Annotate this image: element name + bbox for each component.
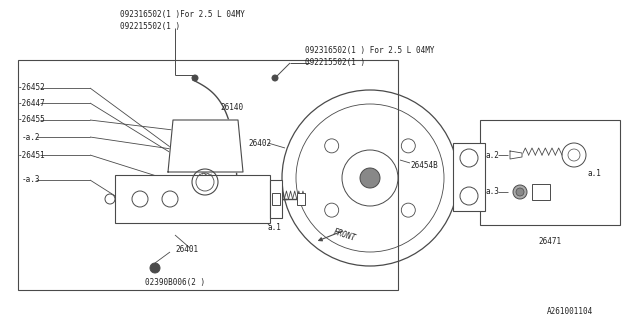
- Text: FRONT: FRONT: [332, 227, 356, 243]
- Text: -a.3: -a.3: [22, 175, 40, 185]
- Circle shape: [150, 263, 160, 273]
- Bar: [18, 60, 398, 290]
- Text: a.1: a.1: [268, 223, 282, 233]
- Text: a.3: a.3: [485, 188, 499, 196]
- Text: a.2: a.2: [485, 150, 499, 159]
- Bar: [297, 193, 305, 205]
- Text: 092215502(1 ): 092215502(1 ): [305, 58, 365, 67]
- Circle shape: [516, 188, 524, 196]
- Text: A261001104: A261001104: [547, 308, 593, 316]
- Text: -26447: -26447: [18, 99, 45, 108]
- Polygon shape: [510, 151, 522, 159]
- Text: -26452: -26452: [18, 84, 45, 92]
- Text: 26402: 26402: [248, 139, 271, 148]
- Text: 26140: 26140: [220, 103, 243, 113]
- Bar: [532, 184, 550, 200]
- Bar: [270, 180, 282, 218]
- Circle shape: [360, 168, 380, 188]
- Bar: [453, 143, 485, 211]
- Text: 092316502(1 )For 2.5 L 04MY: 092316502(1 )For 2.5 L 04MY: [120, 11, 245, 20]
- Text: -a.2: -a.2: [22, 132, 40, 141]
- Text: -26451: -26451: [18, 150, 45, 159]
- Text: a.1: a.1: [588, 169, 602, 178]
- Circle shape: [105, 194, 115, 204]
- Circle shape: [513, 185, 527, 199]
- Text: 02390B006(2 ): 02390B006(2 ): [145, 277, 205, 286]
- Text: 092215502(1 ): 092215502(1 ): [120, 22, 180, 31]
- Text: -26455: -26455: [18, 116, 45, 124]
- Text: 26401: 26401: [175, 245, 198, 254]
- Circle shape: [272, 75, 278, 81]
- Bar: [115, 175, 270, 223]
- Text: 26471: 26471: [538, 236, 561, 245]
- Bar: [480, 120, 620, 225]
- Text: 092316502(1 ) For 2.5 L 04MY: 092316502(1 ) For 2.5 L 04MY: [305, 45, 435, 54]
- Circle shape: [192, 75, 198, 81]
- Bar: [272, 193, 280, 205]
- Polygon shape: [168, 120, 243, 172]
- Text: 26454B: 26454B: [410, 161, 438, 170]
